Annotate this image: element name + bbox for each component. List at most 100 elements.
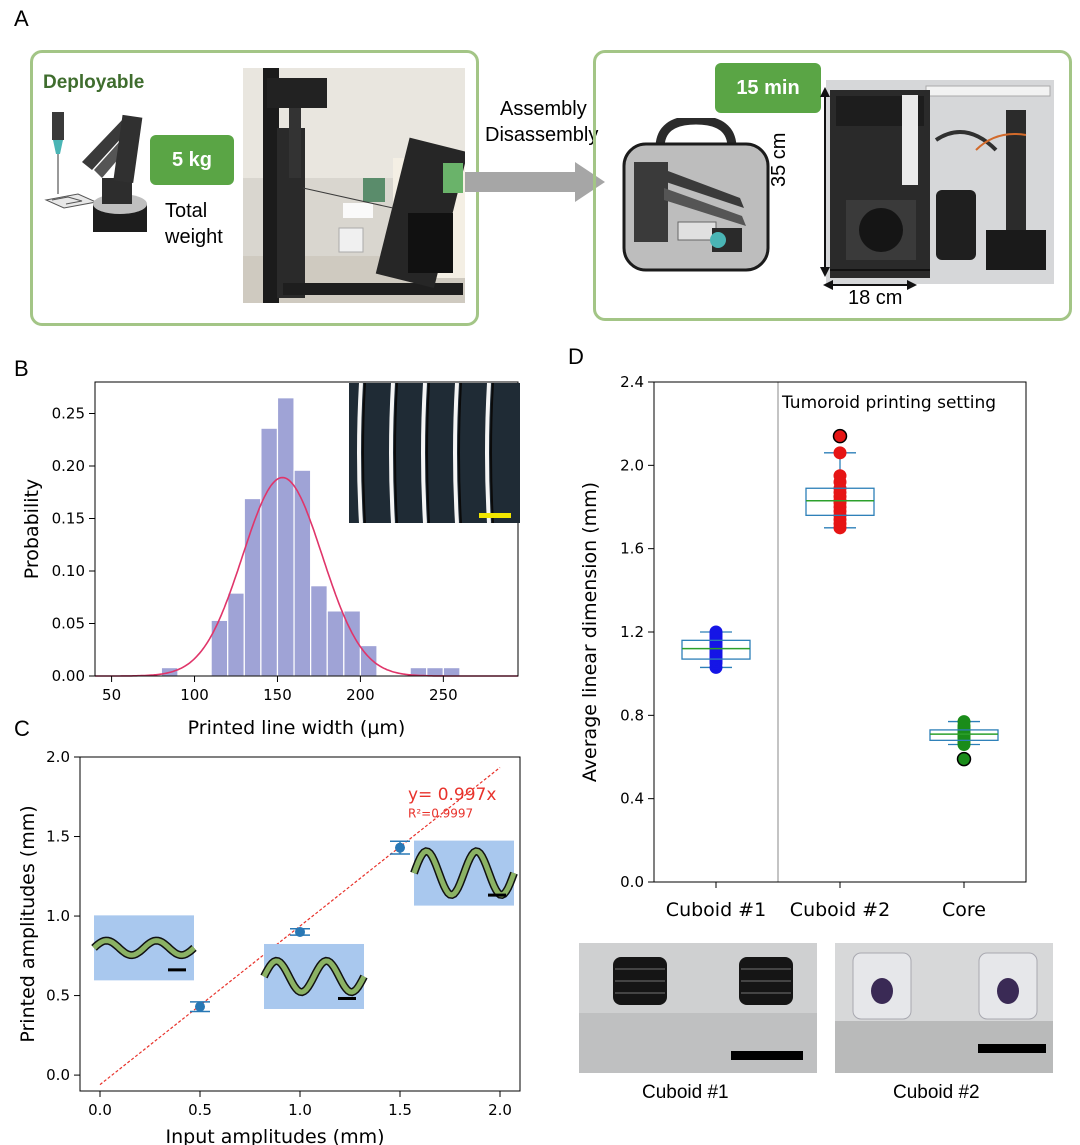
weight-badge: 5 kg (150, 135, 234, 185)
cuboid2-scale-bar (978, 1044, 1046, 1053)
time-badge: 15 min (715, 63, 821, 113)
histogram-bar (227, 592, 245, 677)
y-tick-label: 0.20 (52, 457, 85, 475)
cuboid1-photo (579, 943, 817, 1073)
y-tick-label: 0.25 (52, 405, 85, 423)
group-annotation: Tumoroid printing setting (781, 393, 996, 413)
fit-equation: y= 0.997x (408, 785, 496, 805)
dimension-arrows (820, 87, 917, 290)
y-tick-label: 0.0 (620, 873, 644, 891)
x-tick-label: 1.5 (388, 1101, 412, 1119)
y-tick-label: 0.5 (46, 987, 70, 1005)
y-tick-label: 0.4 (620, 790, 644, 808)
outlier-point (832, 428, 848, 444)
panel-label-c: C (14, 716, 30, 741)
x-tick-label: 2.0 (488, 1101, 512, 1119)
y-axis-label: Printed amplitudes (mm) (17, 805, 39, 1042)
inset-scale-bar (479, 513, 511, 518)
panel-label-d: D (568, 344, 584, 369)
x-tick-label: Cuboid #2 (790, 899, 890, 921)
line-width-inset-photo (349, 383, 520, 523)
cuboid1-scale-bar (731, 1051, 803, 1060)
cuboid1-sample-left (613, 957, 667, 1005)
y-tick-label: 1.2 (620, 623, 644, 641)
inset-scale-bar (168, 968, 186, 972)
y-tick-label: 1.0 (46, 907, 70, 925)
x-tick-label: 0.5 (188, 1101, 212, 1119)
outlier-point (956, 751, 972, 767)
x-axis-label: Input amplitudes (mm) (165, 1126, 384, 1145)
width-label: 18 cm (848, 287, 903, 309)
deployable-title: Deployable (43, 72, 145, 93)
box (805, 487, 875, 516)
height-label: 35 cm (768, 132, 790, 187)
arrow-label-assembly: Assembly (500, 98, 587, 120)
x-tick-label: 50 (102, 686, 121, 704)
y-tick-label: 0.0 (46, 1066, 70, 1084)
panel-label-b: B (14, 356, 29, 381)
x-tick-label: Cuboid #1 (666, 899, 766, 921)
cuboid2-photo (835, 943, 1053, 1073)
cuboid1-photo-caption: Cuboid #1 (642, 1082, 729, 1103)
data-point (295, 926, 305, 937)
box (929, 729, 999, 741)
histogram-bar (260, 427, 279, 677)
x-tick-label: 150 (263, 686, 292, 704)
y-tick-label: 0.05 (52, 615, 85, 633)
x-tick-label: 100 (180, 686, 209, 704)
total-weight-line2: weight (165, 226, 223, 248)
x-axis-label: Printed line width (µm) (188, 717, 406, 739)
box (681, 639, 751, 660)
fit-r2: R²=0.9997 (408, 806, 473, 820)
disassembled-printer-photo (826, 80, 1054, 284)
suitcase-illustration (622, 118, 770, 272)
y-tick-label: 0.15 (52, 510, 85, 528)
inset-scale-bar (488, 893, 506, 897)
y-axis-label: Average linear dimension (mm) (579, 482, 601, 782)
y-tick-label: 2.0 (46, 748, 70, 766)
cuboid2-sample-right (978, 952, 1038, 1020)
y-tick-label: 1.6 (620, 540, 644, 558)
y-axis-label: Probability (21, 479, 43, 579)
y-tick-label: 0.00 (52, 667, 85, 685)
panel-label-a: A (14, 6, 29, 31)
assembled-printer-photo (243, 68, 465, 303)
data-point (957, 715, 971, 729)
histogram-bar (326, 610, 345, 677)
sine-wave (261, 958, 367, 995)
histogram-chart: 50 100 150 200 250 0.00 0.05 0.10 0.15 0.20 0.25 Pr… (21, 381, 519, 739)
x-tick-label: 200 (346, 686, 375, 704)
data-point (833, 446, 847, 460)
x-tick-label: 250 (429, 686, 458, 704)
data-point (395, 842, 405, 853)
y-tick-label: 1.5 (46, 828, 70, 846)
sine-wave (92, 938, 196, 958)
histogram-bar (210, 619, 229, 677)
y-tick-label: 0.8 (620, 706, 644, 724)
data-point (709, 625, 723, 639)
total-weight-line1: Total (165, 200, 208, 222)
dimension-boxplot-chart: Tumoroid printing setting Cuboid #1 Cuboid… (579, 373, 1027, 921)
arrow-label-disassembly: Disassembly (485, 124, 599, 146)
data-point (195, 1001, 205, 1012)
assembly-arrow (465, 162, 605, 202)
inset-scale-bar (338, 996, 356, 1000)
cuboid1-sample-right (739, 957, 793, 1005)
suitcase-box (593, 50, 1072, 321)
fit-line (99, 767, 501, 1086)
histogram-bar (442, 667, 461, 677)
printer-arm-illustration (44, 112, 147, 232)
cuboid2-photo-caption: Cuboid #2 (893, 1082, 980, 1103)
histogram-bar (426, 667, 444, 677)
sine-wave (411, 848, 517, 898)
cuboid2-sample-left (852, 952, 912, 1020)
y-tick-label: 2.4 (620, 373, 644, 391)
y-tick-label: 0.10 (52, 562, 85, 580)
amplitude-scatter-chart: 0.0 0.5 1.0 1.5 2.0 0.0 0.5 1.0 1.5 2.0 y= 0.997xR… (17, 748, 521, 1145)
data-point (833, 469, 847, 483)
x-tick-label: 0.0 (88, 1101, 112, 1119)
histogram-bar (276, 397, 295, 677)
histogram-bar (310, 585, 328, 677)
plot-frame (94, 381, 519, 677)
y-tick-label: 2.0 (620, 456, 644, 474)
